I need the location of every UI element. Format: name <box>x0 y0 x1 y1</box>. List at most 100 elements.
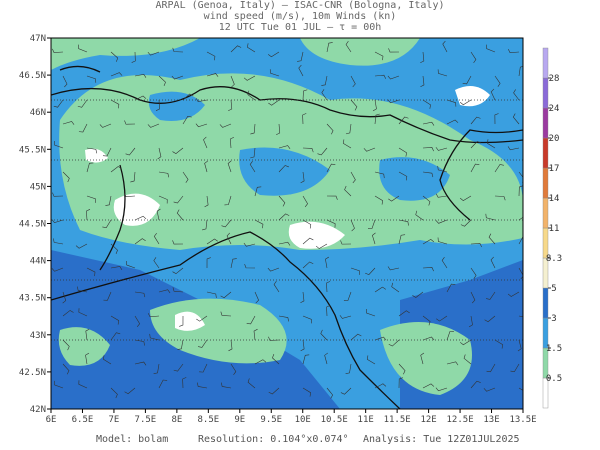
lon-tick-label: 8.5E <box>197 415 219 425</box>
wind-barb <box>153 363 160 374</box>
wind-barb <box>173 363 184 372</box>
wind-barb <box>54 380 64 389</box>
wind-barb <box>86 209 91 221</box>
wind-barb <box>490 256 496 269</box>
wind-barb <box>446 283 456 293</box>
wind-barb <box>199 363 208 373</box>
wind-barb <box>398 377 404 389</box>
wind-barb <box>326 195 338 200</box>
wind-barb <box>446 119 459 125</box>
wind-barb <box>350 333 362 341</box>
wind-barb <box>85 352 90 365</box>
lon-tick-label: 13E <box>483 415 499 425</box>
wind-barb <box>518 236 523 245</box>
wind-barb <box>86 267 96 277</box>
wind-barb <box>446 361 459 366</box>
colorbar-segment <box>542 167 549 199</box>
wind-barb <box>157 147 162 160</box>
colorbar-label: 3 <box>551 314 556 324</box>
lon-tick-label: 6E <box>46 415 57 425</box>
colorbar-label: 0.5 <box>546 374 562 384</box>
wind-barb <box>147 51 160 56</box>
wind-barb <box>158 75 166 87</box>
wind-barb <box>196 315 208 322</box>
lat-tick-label: 45.5N <box>19 145 46 155</box>
wind-barb <box>246 315 256 325</box>
wind-barb <box>182 171 189 183</box>
colorbar-label: 17 <box>549 164 560 174</box>
wind-barb <box>51 267 64 272</box>
header-line-2: wind speed (m/s), 10m Winds (kn) <box>203 11 397 22</box>
wind-barb <box>435 147 448 151</box>
wind-barb <box>153 257 160 269</box>
lon-tick-label: 6.5E <box>72 415 94 425</box>
wind-barb <box>340 240 352 245</box>
wind-barb <box>226 232 232 245</box>
analysis-label: Analysis: Tue 12Z01JUL2025 <box>363 434 520 445</box>
wind-barbs <box>51 40 523 399</box>
wind-barb <box>172 267 184 275</box>
wind-barb <box>326 219 336 228</box>
wind-barb <box>75 243 88 249</box>
lon-tick-label: 11.5E <box>384 415 411 425</box>
colorbar-segment <box>542 77 549 109</box>
wind-barb <box>110 51 119 62</box>
wind-barb <box>422 239 435 245</box>
wind-barb <box>197 382 208 389</box>
wind-barb <box>278 145 291 149</box>
wind-barb <box>86 162 94 173</box>
wind-barb <box>153 232 160 245</box>
wind-barb <box>300 291 305 304</box>
wind-barb <box>326 281 331 293</box>
wind-barb <box>52 48 64 53</box>
wind-barb <box>486 44 496 53</box>
wind-barb <box>468 315 473 328</box>
colorbar-label: 14 <box>549 194 560 204</box>
wind-barb <box>278 213 290 221</box>
wind-barb <box>374 195 384 205</box>
wind-barb <box>197 339 208 348</box>
wind-barb <box>269 69 280 77</box>
wind-barb <box>518 387 523 391</box>
wind-barb <box>374 286 386 293</box>
wind-barb <box>494 113 499 125</box>
wind-barb <box>446 331 454 341</box>
wind-barb <box>350 219 355 232</box>
lon-tick-label: 9.5E <box>260 415 282 425</box>
wind-barb <box>507 291 520 297</box>
wind-barb <box>272 354 280 365</box>
wind-barb <box>302 113 307 125</box>
wind-barb <box>51 219 64 224</box>
wind-barb <box>302 387 312 397</box>
lat-tick-label: 44N <box>30 257 46 267</box>
colorbar-segment <box>542 197 549 229</box>
wind-barb <box>326 387 334 399</box>
wind-barb <box>302 89 308 101</box>
wind-barb <box>420 75 425 88</box>
wind-barb <box>182 116 192 125</box>
header-line-3: 12 UTC Tue 01 JUL — τ = 00h <box>218 22 382 33</box>
lon-tick-label: 11E <box>358 415 374 425</box>
wind-barb <box>437 237 448 245</box>
header-line-1: ARPAL (Genoa, Italy) — ISAC-CNR (Bologna… <box>155 0 445 11</box>
wind-barb <box>470 291 476 304</box>
wind-barb <box>460 219 472 227</box>
wind-barb <box>446 99 457 107</box>
wind-barb <box>470 116 481 125</box>
wind-barb <box>321 75 328 86</box>
wind-barb <box>422 315 431 326</box>
wind-barb <box>195 123 208 128</box>
wind-barb <box>494 339 504 349</box>
wind-barb <box>204 195 209 208</box>
wind-barb <box>490 88 496 101</box>
wind-barb <box>484 315 496 323</box>
wind-barb <box>470 51 477 63</box>
wind-barb <box>300 171 305 184</box>
wind-barb <box>267 267 280 272</box>
wind-barb <box>459 99 472 106</box>
wind-barb <box>366 309 376 317</box>
wind-barb <box>134 361 147 366</box>
wind-barb <box>227 160 232 173</box>
wind-barb <box>398 116 409 125</box>
wind-barb <box>398 219 409 226</box>
